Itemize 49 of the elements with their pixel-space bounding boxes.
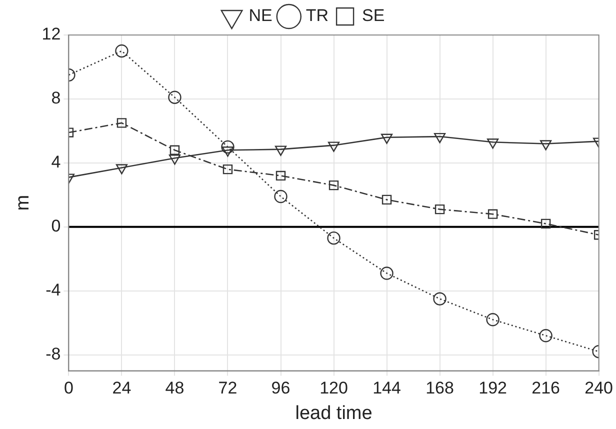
point <box>274 146 287 156</box>
x-tick-label: 24 <box>112 378 132 398</box>
x-tick-label: 168 <box>426 378 454 398</box>
point <box>382 194 392 205</box>
x-tick-label: 96 <box>271 378 290 398</box>
x-tick-label: 192 <box>478 378 507 398</box>
y-tick-label: 0 <box>51 216 61 236</box>
point <box>170 145 180 155</box>
point <box>540 140 552 150</box>
point <box>221 140 234 154</box>
x-tick-label: 120 <box>320 378 348 398</box>
point <box>222 164 233 174</box>
y-tick-label: 12 <box>42 24 61 44</box>
y-tick-label: -8 <box>46 344 61 364</box>
point <box>433 292 446 306</box>
point <box>116 118 127 128</box>
point <box>488 209 498 219</box>
x-tick-label: 0 <box>64 378 74 398</box>
legend-label: TR <box>306 6 329 26</box>
point <box>115 44 128 58</box>
legend-label: SE <box>362 6 385 26</box>
point <box>276 170 286 181</box>
point <box>540 218 551 229</box>
x-tick-label: 240 <box>584 378 614 398</box>
point <box>222 146 234 157</box>
point <box>168 154 181 165</box>
y-axis-title: m <box>12 194 34 211</box>
point <box>380 134 393 144</box>
legend-label: NE <box>248 6 272 26</box>
x-tick-label: 216 <box>532 378 560 398</box>
point <box>487 138 499 149</box>
point <box>434 132 446 144</box>
y-tick-label: 4 <box>51 152 61 172</box>
point <box>116 164 128 174</box>
x-tick-label: 48 <box>165 378 184 398</box>
point <box>539 329 552 342</box>
point <box>434 204 445 214</box>
point <box>380 266 394 280</box>
point <box>327 231 340 245</box>
point <box>328 180 339 190</box>
point <box>168 90 182 104</box>
point <box>486 313 500 326</box>
y-tick-label: 8 <box>51 88 61 108</box>
y-tick-label: -4 <box>46 280 61 300</box>
point <box>274 190 288 204</box>
x-axis-title: lead time <box>295 402 372 424</box>
x-tick-label: 72 <box>218 378 238 398</box>
point <box>328 142 340 152</box>
x-tick-label: 144 <box>372 378 401 398</box>
